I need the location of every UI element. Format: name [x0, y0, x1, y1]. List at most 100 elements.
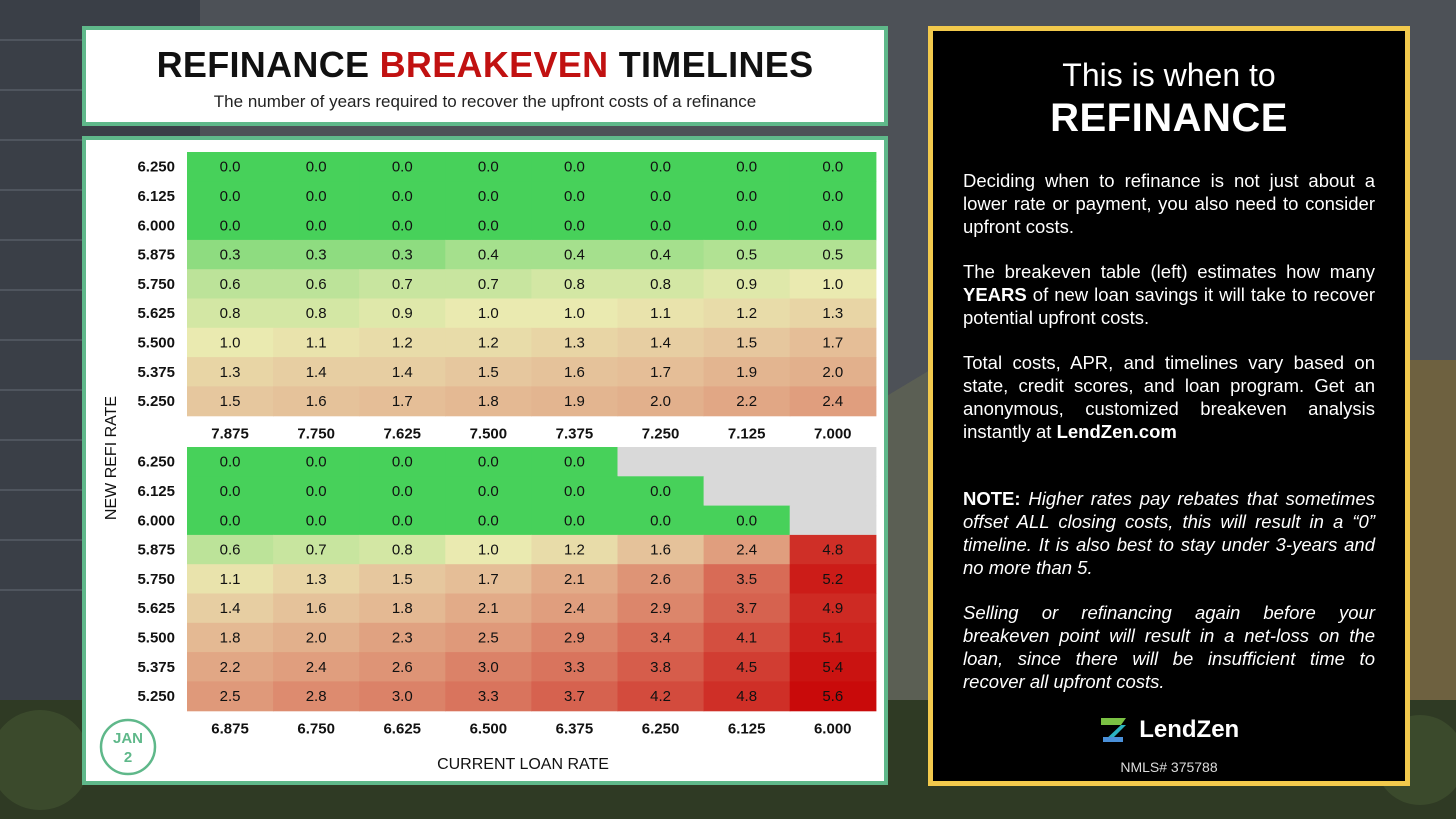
cell-value-label: 1.4	[392, 364, 413, 381]
y-tick-label: 5.250	[137, 393, 175, 410]
title-panel: REFINANCE BREAKEVEN TIMELINES The number…	[82, 26, 888, 126]
heatmap-cell	[703, 298, 791, 329]
cell-value-label: 0.0	[822, 188, 843, 205]
heatmap-cell	[703, 269, 791, 300]
cell-value-label: 0.0	[392, 454, 413, 471]
x-tick-label: 6.125	[728, 721, 766, 738]
heatmap-cell	[359, 357, 446, 387]
page-title: REFINANCE BREAKEVEN TIMELINES	[86, 44, 884, 86]
cell-value-label: 0.0	[220, 454, 241, 471]
cell-value-label: 2.4	[306, 659, 327, 676]
info-panel: This is when to REFINANCE Deciding when …	[928, 26, 1410, 786]
cell-value-label: 0.9	[736, 276, 757, 293]
heatmap-cell	[273, 357, 360, 387]
heatmap-cell	[531, 505, 619, 536]
cell-value-label: 5.2	[822, 571, 843, 588]
heatmap-cell	[187, 593, 274, 624]
cell-value-label: 0.0	[306, 512, 327, 529]
heatmap-cell	[187, 681, 274, 712]
cell-value-label: 0.0	[478, 512, 499, 529]
cell-value-label: 4.9	[822, 600, 843, 617]
heatmap-cell	[359, 239, 446, 270]
cell-value-label: 0.0	[478, 483, 499, 500]
breakeven-heatmap: 6.250 0.0 0.0 0.0 0.0 0.0 0.0 0.0 0.0 6.125 0.0 0.0…	[99, 152, 877, 776]
heatmap-cell	[187, 357, 274, 387]
para2-bold: YEARS	[963, 284, 1027, 305]
heatmap-cell	[359, 152, 446, 182]
cell-value-label: 0.0	[392, 512, 413, 529]
heatmap-cell	[531, 298, 619, 329]
para2-post: of new loan savings it will take to reco…	[963, 284, 1376, 328]
cell-value-label: 3.5	[736, 571, 757, 588]
cell-value-label: 1.3	[220, 364, 241, 381]
heatmap-cell	[617, 357, 705, 387]
heatmap-cell	[187, 327, 274, 358]
cell-value-label: 1.2	[736, 305, 757, 322]
cell-value-label: 0.4	[650, 247, 671, 264]
heatmap-cell	[617, 152, 705, 182]
heatmap-cell	[273, 210, 360, 241]
cell-value-label: 0.0	[564, 454, 585, 471]
cell-value-label: 1.1	[650, 305, 671, 322]
cell-value-label: 0.9	[392, 305, 413, 322]
cell-value-label: 1.0	[220, 334, 241, 351]
y-tick-label: 6.250	[137, 159, 175, 176]
cell-value-label: 0.3	[306, 247, 327, 264]
heatmap-cell	[531, 181, 619, 212]
heatmap-cell	[359, 298, 446, 329]
cell-value-label: 5.1	[822, 629, 843, 646]
cell-value-label: 2.9	[564, 629, 585, 646]
heatmap-cell	[187, 534, 274, 565]
heatmap-cell	[703, 476, 791, 507]
cell-value-label: 1.8	[392, 600, 413, 617]
heatmap-cell	[703, 357, 791, 387]
x-tick-label: 7.875	[211, 426, 249, 443]
x-tick-label: 6.500	[470, 721, 508, 738]
heatmap-cell	[531, 534, 619, 565]
heatmap-cell	[273, 681, 360, 712]
cell-value-label: 0.0	[478, 159, 499, 176]
cell-value-label: 2.2	[736, 393, 757, 410]
heatmap-cell	[531, 357, 619, 387]
cell-value-label: 0.8	[392, 542, 413, 559]
info-paragraph-3: Total costs, APR, and timelines vary bas…	[963, 351, 1375, 443]
cell-value-label: 0.3	[220, 247, 241, 264]
lendzen-link[interactable]: LendZen.com	[1056, 421, 1177, 442]
heatmap-cell	[273, 534, 360, 565]
cell-value-label: 0.4	[564, 247, 585, 264]
cell-value-label: 1.0	[822, 276, 843, 293]
heatmap-cell	[789, 327, 877, 358]
x-tick-label: 6.250	[642, 721, 680, 738]
cell-value-label: 1.6	[564, 364, 585, 381]
cell-value-label: 0.0	[220, 217, 241, 234]
cell-value-label: 1.0	[478, 542, 499, 559]
date-badge	[99, 718, 157, 776]
x-tick-label: 7.750	[297, 426, 335, 443]
cell-value-label: 1.6	[650, 542, 671, 559]
cell-value-label: 2.2	[220, 659, 241, 676]
heatmap-cell	[359, 476, 446, 507]
cell-value-label: 0.3	[392, 247, 413, 264]
y-tick-label: 5.250	[137, 688, 175, 705]
heatmap-cell	[273, 298, 360, 329]
heatmap-cell	[273, 476, 360, 507]
info-paragraph-1: Deciding when to refinance is not just a…	[963, 170, 1375, 237]
heatmap-cell	[789, 386, 877, 417]
heatmap-cell	[187, 476, 274, 507]
heatmap-cell	[359, 652, 446, 682]
x-tick-label: 7.375	[556, 426, 594, 443]
heatmap-cell	[789, 239, 877, 270]
cell-value-label: 1.8	[220, 629, 241, 646]
cell-value-label: 1.0	[478, 305, 499, 322]
cell-value-label: 2.0	[822, 364, 843, 381]
heatmap-cell	[273, 505, 360, 536]
cell-value-label: 1.5	[736, 334, 757, 351]
para3-pre: Total costs, APR, and timelines vary bas…	[963, 352, 1375, 442]
cell-value-label: 2.4	[736, 542, 757, 559]
cell-value-label: 2.5	[478, 629, 499, 646]
heatmap-cell	[703, 210, 791, 241]
heatmap-cell	[273, 593, 360, 624]
cell-value-label: 2.9	[650, 600, 671, 617]
heatmap-cell	[703, 534, 791, 565]
para2-pre: The breakeven table (left) estimates how…	[963, 261, 1375, 282]
